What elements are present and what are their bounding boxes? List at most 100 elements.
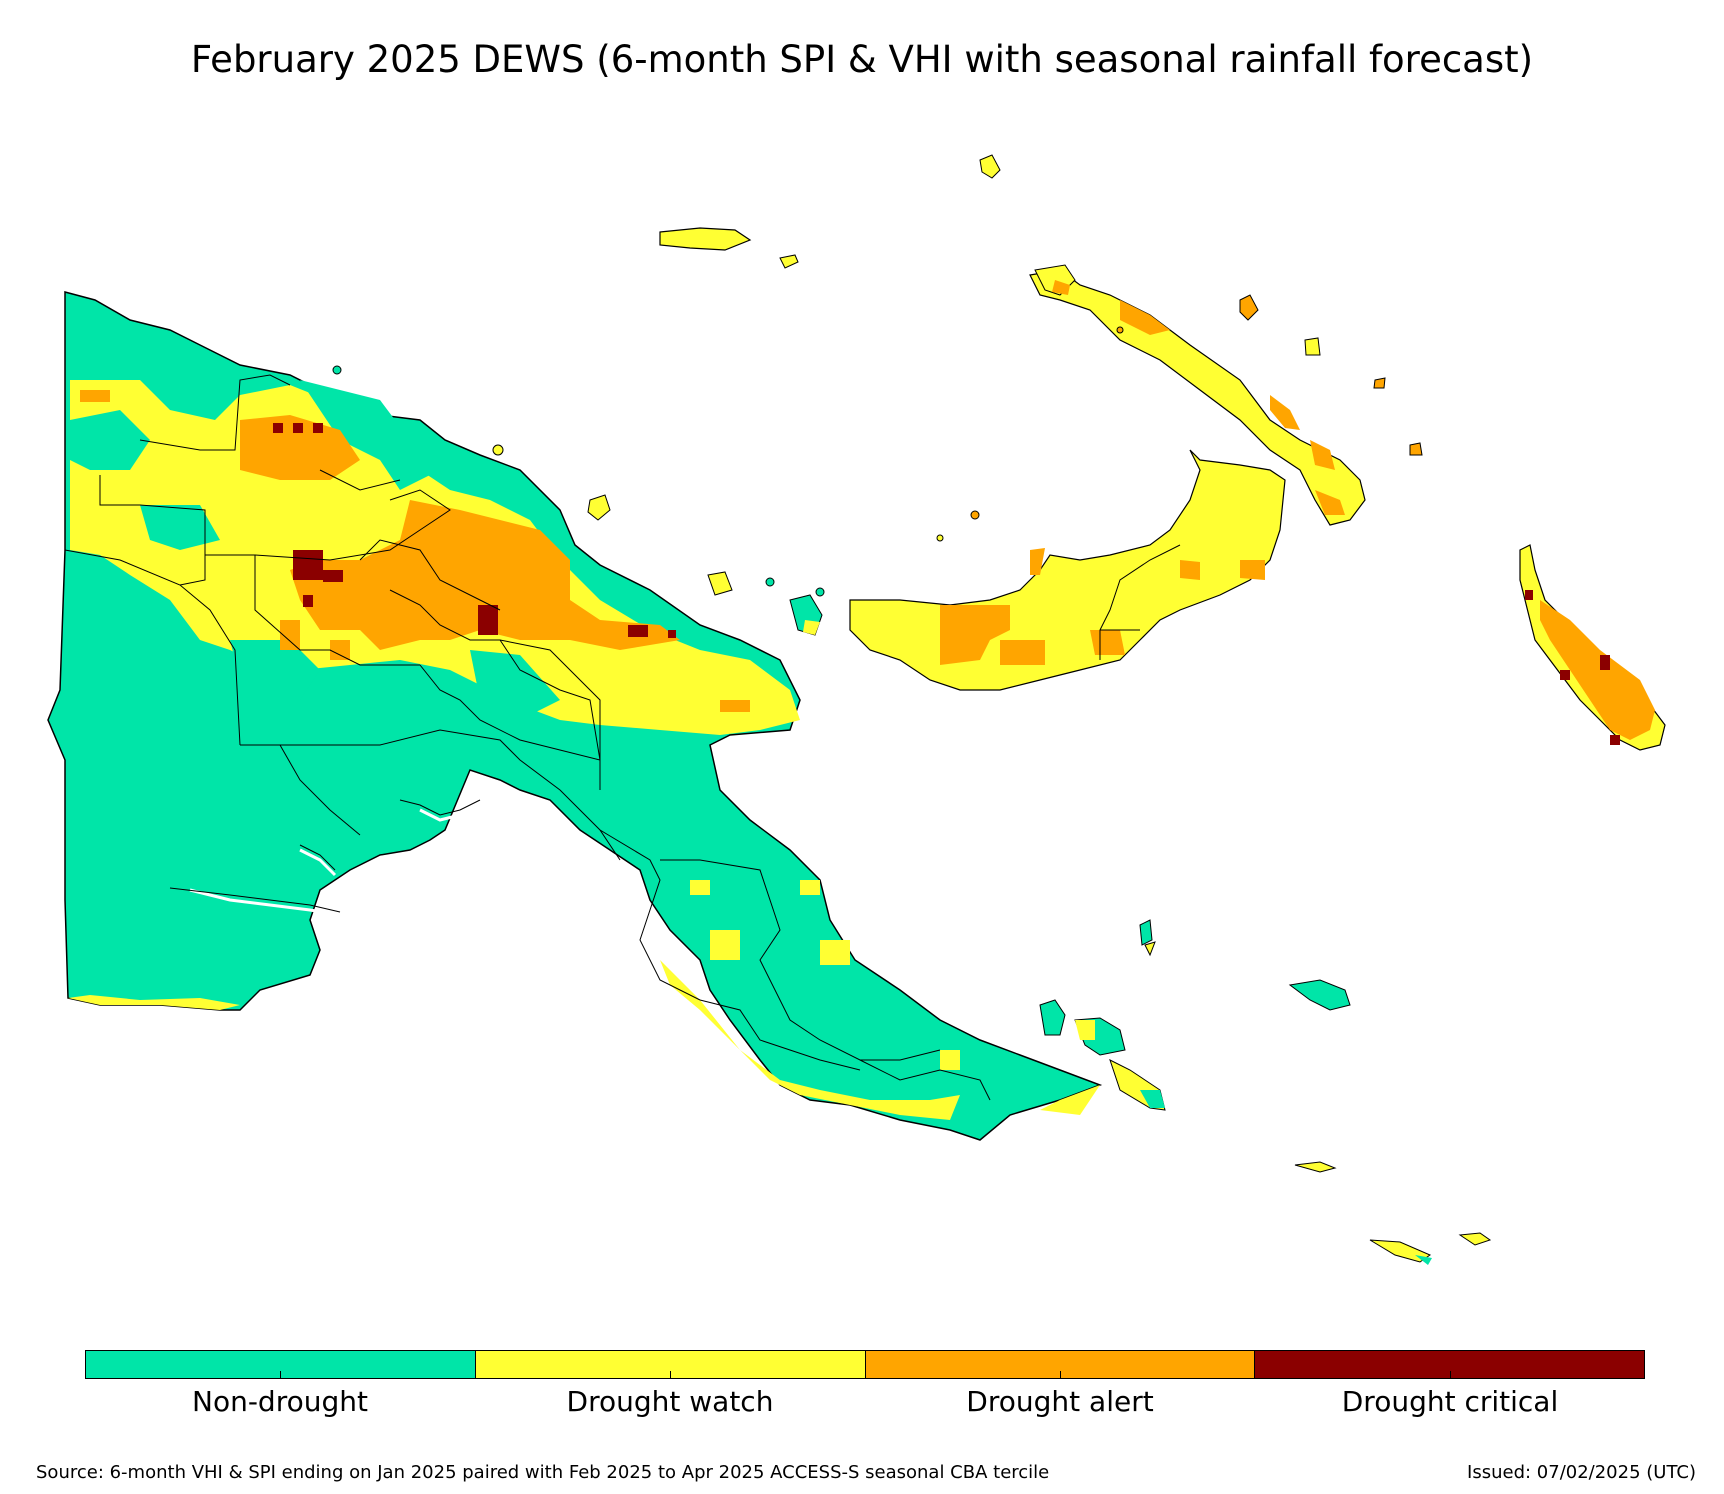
alert-central	[290, 500, 680, 650]
manus-island	[659, 227, 752, 251]
new-britain-alert-east-1	[1090, 630, 1125, 655]
alert-patch-east	[720, 700, 750, 712]
small-isle-b	[815, 587, 825, 597]
alert-north-1	[240, 415, 360, 480]
non-drought-north-patch-5	[470, 650, 560, 720]
new-ireland	[1029, 264, 1423, 526]
small-isle-a	[765, 577, 775, 587]
bougainville-critical-1	[1600, 655, 1610, 670]
new-ireland-alert-2	[1270, 395, 1300, 430]
new-britain	[849, 449, 1286, 691]
small-isle-f	[970, 510, 980, 520]
legend-tick	[280, 1371, 282, 1378]
drought-map	[47, 154, 1666, 1265]
legend-tick	[670, 1371, 672, 1378]
legend-label-drought-alert: Drought alert	[966, 1385, 1154, 1418]
river-delta	[189, 808, 461, 917]
normanby-green	[1140, 1090, 1165, 1108]
mainland-region	[47, 291, 1103, 1141]
new-britain-boundaries	[1099, 544, 1181, 660]
alert-patch-nw	[80, 390, 110, 402]
tanga-isle	[1373, 377, 1386, 389]
long-island	[707, 571, 733, 596]
legend-tick	[1059, 1371, 1061, 1378]
umboi-watch	[803, 620, 820, 635]
critical-spot-8	[628, 625, 648, 637]
trobriand-island	[1288, 979, 1351, 1011]
small-isle-c	[492, 444, 504, 456]
watch-south-patch-5	[940, 1050, 960, 1070]
bougainville-critical-2	[1560, 670, 1570, 680]
critical-spot-1	[273, 423, 283, 433]
manus-east	[779, 254, 799, 269]
bougainville	[1519, 544, 1666, 751]
critical-spot-7	[478, 605, 498, 635]
legend-swatch-drought-watch	[475, 1351, 866, 1378]
small-isle-g	[1116, 326, 1124, 334]
sudest-small	[1139, 919, 1153, 946]
watch-south-west-coast	[68, 995, 240, 1010]
alert-patch-sw-2	[330, 640, 350, 660]
map-title: February 2025 DEWS (6-month SPI & VHI wi…	[190, 38, 1534, 81]
map-canvas	[47, 154, 1666, 1265]
legend-labels: Non-drought Drought watch Drought alert …	[85, 1385, 1645, 1419]
legend-label-drought-watch: Drought watch	[566, 1385, 774, 1418]
rossel-island	[1458, 1232, 1492, 1246]
small-isle-d	[332, 365, 342, 375]
new-ireland-alert-3	[1310, 440, 1335, 470]
watch-south-coast	[660, 960, 960, 1120]
critical-spot-9	[668, 630, 676, 638]
bougainville-critical-3	[1610, 735, 1620, 745]
legend-tick	[1449, 1371, 1451, 1378]
feni-isle	[1409, 442, 1423, 456]
woodlark-island	[1294, 1161, 1337, 1173]
legend-swatch-drought-alert	[865, 1351, 1256, 1378]
non-drought-north-patch-4	[230, 640, 320, 700]
source-note: Source: 6-month VHI & SPI ending on Jan …	[36, 1462, 1050, 1483]
misima-green	[1415, 1255, 1432, 1265]
critical-spot-2	[293, 423, 303, 433]
new-britain-alert-east-2	[1180, 560, 1200, 580]
river-delta-outline	[169, 799, 481, 913]
watch-south-patch-4	[820, 940, 850, 965]
legend-label-drought-critical: Drought critical	[1341, 1385, 1559, 1418]
new-britain-alert-west	[940, 605, 1010, 665]
small-isle-north	[979, 154, 1001, 179]
critical-spot-3	[313, 423, 323, 433]
new-britain-shape	[849, 449, 1286, 691]
legend-label-non-drought: Non-drought	[192, 1385, 368, 1418]
watch-south-patch-1	[690, 880, 710, 895]
alert-patch-sw-1	[280, 620, 300, 650]
new-ireland-alert-1	[1120, 300, 1170, 335]
milne-bay-islands	[1039, 919, 1492, 1265]
province-boundaries	[64, 374, 991, 1101]
karkar-island	[587, 494, 611, 521]
new-britain-alert-east-3	[1240, 560, 1265, 580]
critical-spot-4	[293, 550, 323, 580]
non-drought-north-patch-2	[140, 505, 220, 550]
admiralty-islands	[659, 154, 1001, 269]
north-coast-islands	[332, 326, 1124, 636]
watch-south-patch-2	[710, 930, 740, 960]
small-isle-e	[936, 534, 944, 542]
critical-spot-5	[323, 570, 343, 582]
watch-south-tip	[1040, 1085, 1100, 1115]
lavongai-alert	[1052, 280, 1070, 295]
tabar-isle	[1239, 294, 1259, 321]
non-drought-north-patch-1	[70, 410, 150, 470]
new-britain-alert-south	[1000, 640, 1045, 665]
goodenough-island	[1039, 999, 1066, 1036]
issued-date: Issued: 07/02/2025 (UTC)	[1467, 1462, 1696, 1483]
non-drought-north-patch-3	[300, 380, 440, 490]
lihir-isle	[1304, 337, 1321, 356]
legend-swatch-drought-critical	[1255, 1351, 1644, 1378]
sudest-small-2	[1144, 941, 1156, 957]
bougainville-critical-4	[1525, 590, 1533, 600]
legend-colorbar	[85, 1350, 1645, 1379]
bougainville-alert	[1540, 600, 1655, 740]
new-britain-alert-north	[1030, 548, 1045, 575]
watch-south-patch-3	[800, 880, 820, 895]
fergusson-watch	[1075, 1020, 1095, 1040]
critical-spot-6	[303, 595, 313, 607]
new-ireland-alert-4	[1315, 490, 1345, 515]
